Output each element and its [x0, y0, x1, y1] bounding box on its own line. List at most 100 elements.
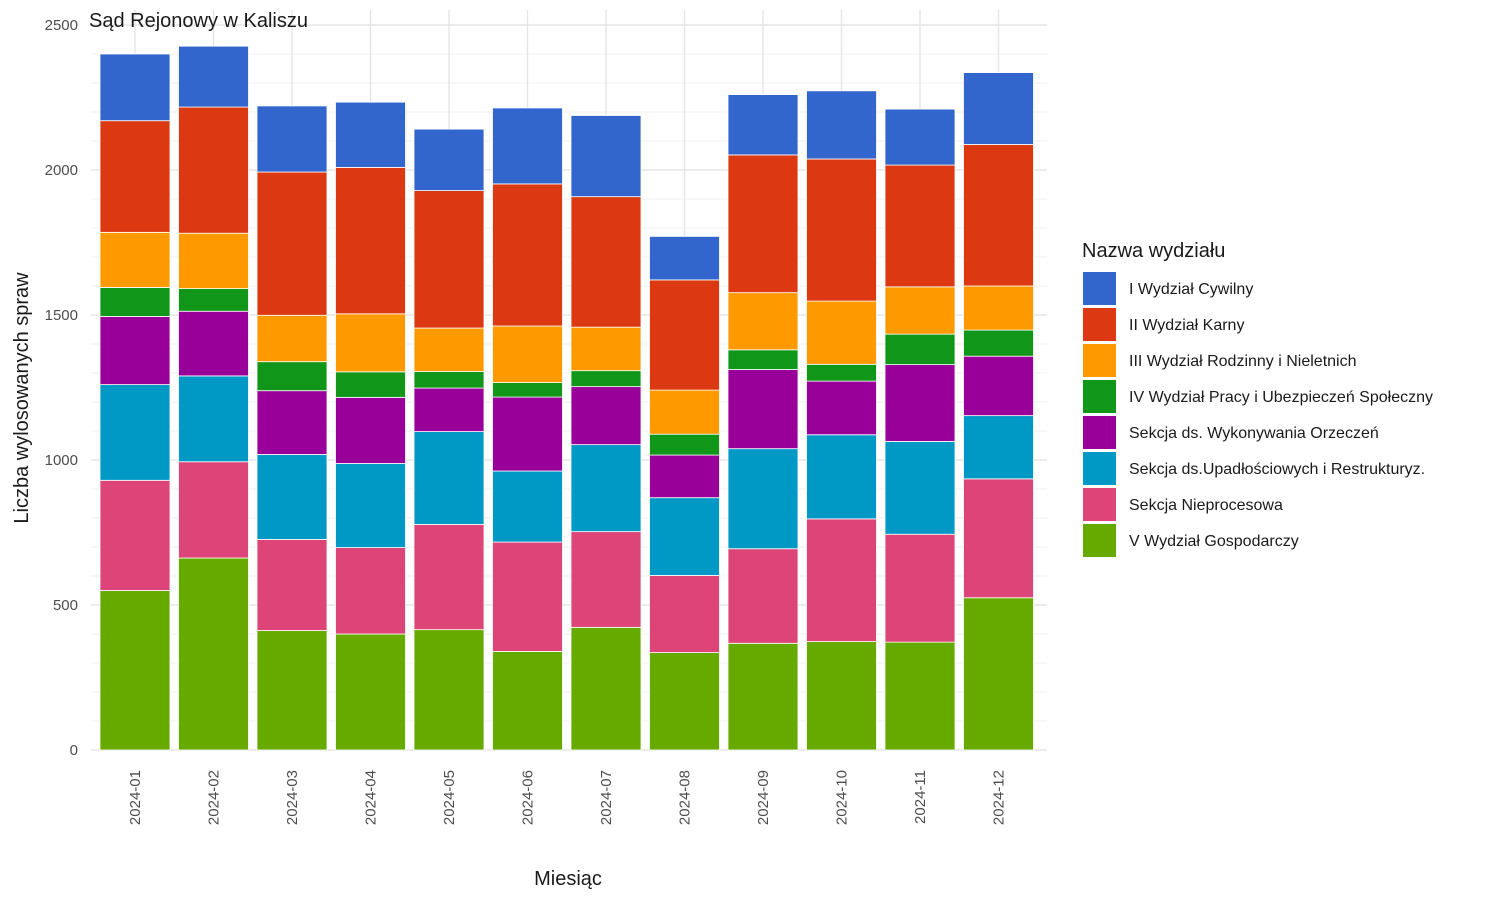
legend-key [1083, 344, 1116, 377]
legend-label: I Wydział Cywilny [1129, 281, 1253, 298]
bar-segment [963, 355, 1034, 417]
legend-label: Sekcja ds. Wykonywania Orzeczeń [1129, 425, 1379, 442]
bar-segment [256, 314, 328, 363]
legend-title: Nazwa wydziału [1082, 240, 1225, 262]
bar-segment [335, 547, 406, 635]
legend-key [1083, 308, 1116, 341]
bar-segment [649, 433, 720, 456]
bar-segment [570, 115, 642, 198]
bar-segment [649, 575, 720, 653]
bar-segment [649, 454, 720, 499]
bar-segment [99, 120, 171, 233]
bar-segment [99, 590, 171, 751]
bar-segment [413, 629, 485, 751]
bar-segment [413, 190, 485, 329]
bar-segment [413, 128, 485, 191]
bar-segment [178, 288, 249, 312]
bar-segment [727, 349, 799, 370]
bar-segment [335, 166, 406, 315]
y-axis-tick-labels: 0 500 1000 1500 2000 2500 [45, 17, 78, 759]
bar-segment [727, 369, 799, 450]
bar-segment [256, 361, 328, 392]
bar-segment [963, 597, 1034, 751]
bar-segment [963, 478, 1034, 599]
bar-segment [178, 310, 249, 377]
bar-segment [492, 107, 563, 185]
bar-segment [649, 279, 720, 391]
bar-segment [413, 371, 485, 389]
bar-segment [806, 518, 877, 642]
bar-segment [492, 651, 563, 751]
bar-segment [884, 441, 956, 535]
bar-segment [256, 630, 328, 751]
bar-segment [570, 386, 642, 446]
bar-segment [884, 641, 956, 751]
x-tick-label: 2024-04 [363, 770, 380, 825]
bar-segment [727, 292, 799, 351]
chart-title: Sąd Rejonowy w Kaliszu [89, 10, 308, 32]
bar-segment [178, 557, 249, 751]
bar-segment [649, 652, 720, 751]
bar-segment [806, 434, 877, 520]
bar-segment [570, 370, 642, 388]
bar-segment [727, 448, 799, 550]
legend-label: II Wydział Karny [1129, 317, 1244, 334]
bar-segment [492, 470, 563, 543]
bar-segment [570, 326, 642, 372]
bar-segment [649, 497, 720, 576]
legend-label: V Wydział Gospodarczy [1129, 533, 1299, 550]
bar-segment [963, 72, 1034, 145]
bar-segment [335, 101, 406, 168]
x-tick-label: 2024-07 [598, 770, 615, 825]
bar-segment [806, 300, 877, 365]
bar-segment [492, 541, 563, 652]
legend-key [1083, 416, 1116, 449]
bar-segment [570, 444, 642, 533]
x-tick-label: 2024-02 [206, 770, 223, 825]
bar-segment [806, 90, 877, 160]
legend-key [1083, 380, 1116, 413]
bar-segment [649, 389, 720, 435]
legend-label: IV Wydział Pracy i Ubezpieczeń Społeczny [1129, 389, 1433, 406]
bar-segment [99, 384, 171, 481]
legend: Nazwa wydziału I Wydział Cywilny II Wydzi… [1082, 240, 1433, 557]
bar-segment [335, 396, 406, 464]
bar-segment [963, 329, 1034, 357]
x-tick-label: 2024-06 [520, 770, 537, 825]
bar-segment [570, 196, 642, 328]
legend-key [1083, 272, 1116, 305]
bar-segment [256, 454, 328, 540]
bar-segment [335, 633, 406, 751]
bar-segment [570, 626, 642, 751]
bar-segment [884, 108, 956, 166]
x-tick-label: 2024-10 [834, 770, 851, 825]
bar-segment [884, 164, 956, 288]
bar-segment [178, 45, 249, 108]
bar-segment [99, 479, 171, 591]
bar-segment [806, 641, 877, 751]
x-tick-label: 2024-11 [912, 770, 929, 824]
legend-key [1083, 488, 1116, 521]
bar-segment [99, 231, 171, 288]
x-axis-tick-labels: 2024-01 2024-02 2024-03 2024-04 2024-05 2024-… [127, 770, 1008, 825]
x-tick-label: 2024-01 [127, 770, 144, 825]
y-tick-label: 2500 [45, 17, 78, 34]
bar-segment [413, 327, 485, 372]
bar-segment [492, 325, 563, 383]
bar-segment [178, 232, 249, 290]
bar-segment [727, 548, 799, 644]
bar-segment [99, 316, 171, 386]
y-tick-label: 500 [53, 597, 78, 614]
x-axis-title: Miesiąc [534, 868, 602, 890]
bar-segment [727, 94, 799, 156]
bar-segment [178, 461, 249, 559]
y-axis-title: Liczba wylosowanych spraw [11, 272, 33, 524]
bar-segment [256, 171, 328, 316]
y-tick-label: 1000 [45, 452, 78, 469]
bar-segment [256, 539, 328, 631]
bar-segment [570, 531, 642, 628]
y-tick-label: 1500 [45, 307, 78, 324]
bar-segment [99, 287, 171, 317]
bar-segment [727, 642, 799, 751]
